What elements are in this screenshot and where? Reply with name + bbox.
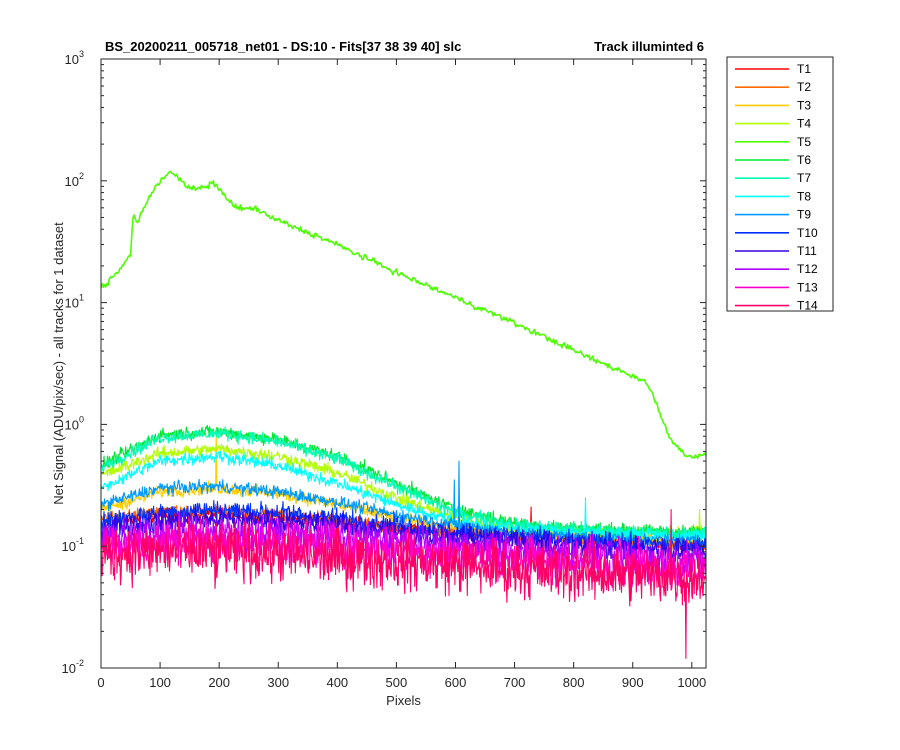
legend-entry-label: T12 bbox=[797, 262, 818, 276]
x-axis-label: Pixels bbox=[386, 693, 421, 708]
legend-entry-label: T1 bbox=[797, 62, 811, 76]
x-tick-label: 100 bbox=[149, 675, 171, 690]
y-tick-exponent: 1 bbox=[79, 293, 84, 303]
x-tick-label: 0 bbox=[97, 675, 104, 690]
y-tick-mantissa: 10 bbox=[65, 417, 79, 432]
y-tick-label: 10-1 bbox=[62, 536, 84, 554]
legend-entry-label: T14 bbox=[797, 299, 818, 313]
x-tick-label: 600 bbox=[445, 675, 467, 690]
y-tick-mantissa: 10 bbox=[62, 661, 76, 676]
legend-entry-label: T4 bbox=[797, 117, 811, 131]
chart-subtitle: Track illuminted 6 bbox=[594, 39, 704, 54]
legend-entry-label: T10 bbox=[797, 226, 818, 240]
legend-entry-label: T6 bbox=[797, 153, 811, 167]
chart-title: BS_20200211_005718_net01 - DS:10 - Fits[… bbox=[105, 39, 461, 54]
y-tick-mantissa: 10 bbox=[65, 52, 79, 67]
y-tick-exponent: 3 bbox=[79, 49, 84, 59]
legend-entry-label: T5 bbox=[797, 135, 811, 149]
y-tick-exponent: 2 bbox=[79, 171, 84, 181]
x-tick-label: 300 bbox=[267, 675, 289, 690]
legend-entry-label: T7 bbox=[797, 171, 811, 185]
series-line-t14 bbox=[100, 508, 707, 659]
legend-entry-label: T8 bbox=[797, 189, 811, 203]
y-tick-exponent: -1 bbox=[76, 536, 84, 546]
y-tick-mantissa: 10 bbox=[65, 174, 79, 189]
legend-entry-label: T13 bbox=[797, 280, 818, 294]
y-tick-label: 102 bbox=[65, 171, 84, 189]
series-layer bbox=[100, 170, 707, 659]
legend-entry-label: T2 bbox=[797, 80, 811, 94]
x-tick-label: 700 bbox=[504, 675, 526, 690]
y-axis-label: Net Signal (ADU/pix/sec) - all tracks fo… bbox=[51, 222, 66, 505]
x-tick-label: 800 bbox=[563, 675, 585, 690]
x-tick-label: 900 bbox=[622, 675, 644, 690]
x-axis: 0 100 200 300 400 500 600 700 800 900 1000 bbox=[97, 59, 706, 690]
series-line-t5 bbox=[100, 170, 707, 459]
y-tick-label: 101 bbox=[65, 293, 84, 311]
legend-entry-label: T9 bbox=[797, 208, 811, 222]
axes-box bbox=[100, 58, 707, 669]
x-tick-label: 500 bbox=[386, 675, 408, 690]
x-tick-label: 200 bbox=[208, 675, 230, 690]
y-tick-label: 10-2 bbox=[62, 658, 84, 676]
legend-entry-label: T11 bbox=[797, 244, 817, 258]
y-tick-mantissa: 10 bbox=[62, 539, 76, 554]
legend-entry-label: T3 bbox=[797, 98, 811, 112]
y-tick-mantissa: 10 bbox=[65, 296, 79, 311]
y-tick-exponent: -2 bbox=[76, 658, 84, 668]
legend: T1 T2 T3 T4 T5 T6 T7 T8 T9 T10 T11 T12 T13 T14 bbox=[726, 56, 834, 313]
y-tick-exponent: 0 bbox=[79, 414, 84, 424]
x-tick-label: 1000 bbox=[677, 675, 706, 690]
x-tick-label: 400 bbox=[326, 675, 348, 690]
y-tick-label: 100 bbox=[65, 414, 84, 432]
y-tick-label: 103 bbox=[65, 49, 84, 67]
